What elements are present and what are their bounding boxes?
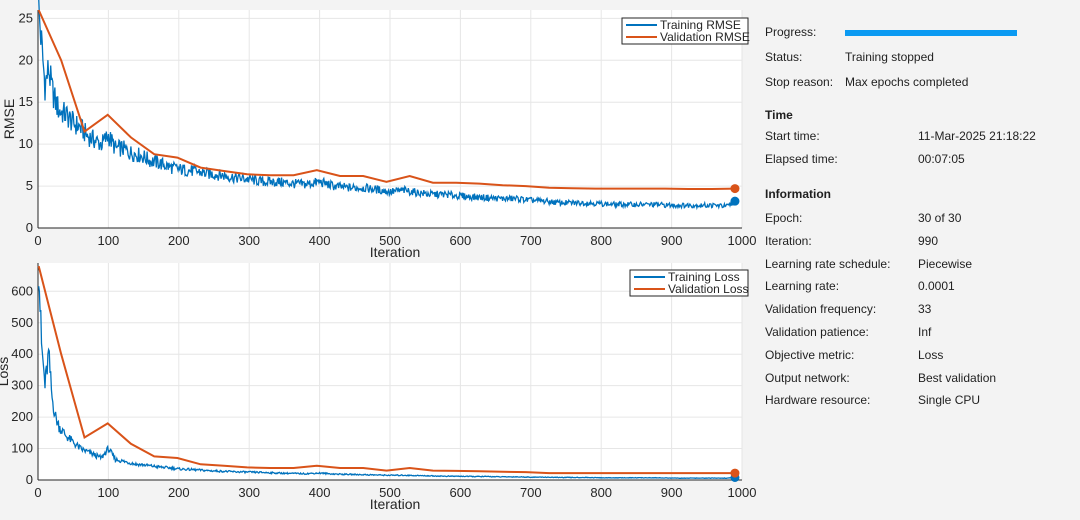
x-tick-label: 600 [450, 485, 472, 500]
training-rmse-line [38, 0, 736, 211]
info-row-value: Loss [918, 347, 944, 362]
y-tick-label: 20 [19, 52, 33, 67]
x-tick-label: 300 [238, 233, 260, 248]
y-tick-label: 15 [19, 94, 33, 109]
info-row-label: Objective metric: [765, 347, 855, 362]
info-row-label: Validation patience: [765, 325, 869, 339]
info-row-value: 0.0001 [918, 279, 955, 294]
x-tick-label: 900 [661, 485, 683, 500]
info-row-label: Learning rate: [765, 279, 840, 294]
start-time-label: Start time: [765, 129, 820, 143]
y-tick-label: 0 [26, 472, 33, 487]
legend-entry: Validation RMSE [660, 30, 750, 44]
x-axis-label: Iteration [370, 244, 421, 260]
x-tick-label: 400 [309, 485, 331, 500]
elapsed-time-value: 00:07:05 [918, 152, 965, 166]
x-tick-label: 1000 [728, 485, 757, 500]
validation-loss-end-marker [730, 468, 740, 478]
stop-reason-label: Stop reason: [765, 75, 834, 89]
x-tick-label: 800 [590, 233, 612, 248]
validation-rmse-line [37, 9, 736, 190]
progress-bar [845, 30, 1017, 36]
legend-entry: Training Loss [668, 270, 740, 284]
time-header: Time [765, 108, 793, 122]
info-row-value: 30 of 30 [918, 211, 962, 225]
progress-bar-fill [845, 30, 1017, 36]
y-tick-label: 100 [11, 441, 33, 456]
status-value: Training stopped [845, 50, 934, 64]
x-tick-label: 100 [98, 485, 120, 500]
x-tick-label: 800 [590, 485, 612, 500]
y-tick-label: 5 [26, 178, 33, 193]
legend-box [621, 17, 749, 45]
x-tick-label: 700 [520, 233, 542, 248]
y-axis-label: Loss [0, 357, 11, 387]
training-rmse-end-marker [730, 196, 740, 206]
progress-label: Progress: [765, 25, 817, 39]
x-tick-label: 600 [450, 233, 472, 248]
legend-entry: Validation Loss [668, 282, 749, 296]
x-tick-label: 500 [379, 233, 401, 248]
status-label: Status: [765, 50, 803, 64]
y-tick-label: 500 [11, 315, 33, 330]
y-tick-label: 400 [11, 346, 33, 361]
y-tick-label: 200 [11, 409, 33, 424]
stop-reason-value: Max epochs completed [845, 75, 969, 89]
x-tick-label: 200 [168, 485, 190, 500]
x-tick-label: 500 [379, 485, 401, 500]
info-row-label: Validation frequency: [765, 302, 877, 317]
validation-rmse-end-marker [730, 184, 740, 194]
y-tick-label: 0 [26, 220, 33, 235]
loss-chart[interactable]: 0 100 200 300 400 500 600 700 800 900 1000 0 100 200 3… [0, 263, 756, 512]
y-tick-label: 25 [19, 10, 33, 25]
info-row-value: 33 [918, 302, 932, 317]
x-tick-label: 1000 [728, 233, 757, 248]
info-row-label: Epoch: [765, 211, 803, 225]
info-row-label: Learning rate schedule: [765, 256, 891, 271]
info-row-value: Inf [918, 325, 932, 339]
info-row-label: Iteration: [765, 233, 812, 248]
x-tick-label: 0 [34, 485, 41, 500]
training-plots: 0 100 200 300 400 500 600 700 800 900 100005101520… [0, 0, 756, 512]
info-row-value: Single CPU [918, 393, 981, 408]
training-info-panel: Progress: Status: Training stopped Stop … [765, 0, 1075, 520]
information-header: Information [765, 187, 831, 201]
x-tick-label: 300 [238, 485, 260, 500]
x-axis-label: Iteration [370, 496, 421, 512]
x-tick-label: 100 [98, 233, 120, 248]
legend-box [629, 269, 749, 297]
y-tick-label: 600 [11, 283, 33, 298]
info-row-value: 990 [918, 233, 939, 248]
training-loss-line [38, 286, 736, 480]
y-tick-label: 300 [11, 378, 33, 393]
info-row-label: Hardware resource: [765, 393, 871, 408]
x-tick-label: 700 [520, 485, 542, 500]
start-time-value: 11-Mar-2025 21:18:22 [918, 129, 1036, 143]
legend-entry: Training RMSE [660, 18, 741, 32]
validation-loss-line [37, 265, 735, 475]
info-row-value: Piecewise [918, 256, 973, 271]
x-tick-label: 0 [34, 233, 41, 248]
x-tick-label: 200 [168, 233, 190, 248]
rmse-chart[interactable]: 0 100 200 300 400 500 600 700 800 900 1000 0 5 10 15 20… [1, 0, 756, 260]
x-tick-label: 900 [661, 233, 683, 248]
x-tick-label: 400 [309, 233, 331, 248]
info-row-label: Output network: [765, 370, 850, 385]
y-tick-label: 10 [19, 136, 33, 151]
info-row-value: Best validation [918, 370, 997, 385]
elapsed-time-label: Elapsed time: [765, 152, 838, 166]
y-axis-label: RMSE [1, 99, 17, 139]
